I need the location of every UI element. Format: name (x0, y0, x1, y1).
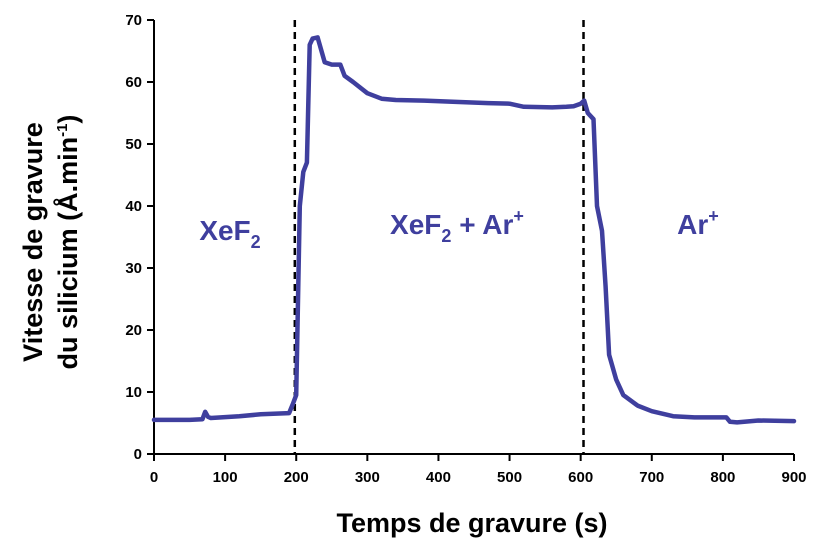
y-tick-label: 20 (125, 322, 142, 339)
region-label-ar: Ar+ (677, 206, 719, 240)
x-tick-label: 400 (426, 469, 451, 486)
region-label-xef2-sub: 2 (251, 232, 261, 252)
region-label-ar-sup: + (708, 206, 719, 226)
region-label-xef2-ar-main: XeF (390, 209, 441, 240)
region-label-xef2-ar-sup: + (513, 206, 524, 226)
x-axis-title: Temps de gravure (s) (336, 508, 607, 538)
y-axis-title: Vitesse de gravure (18, 122, 48, 362)
x-tick-label: 500 (497, 469, 522, 486)
region-label-ar-main: Ar (677, 209, 708, 240)
y-axis-title-line1: Vitesse de gravure (18, 122, 48, 362)
x-tick-label: 200 (284, 469, 309, 486)
y-tick-label: 40 (125, 198, 142, 215)
y-tick-label: 10 (125, 384, 142, 401)
y-axis-title-line2: du silicium (Å.min-1) (52, 115, 83, 370)
y-axis-title-line2-end: ) (53, 115, 83, 124)
region-label-xef2-main: XeF (199, 215, 250, 246)
region-label-xef2-ar-sub: 2 (441, 226, 451, 246)
y-tick-label: 50 (125, 136, 142, 153)
x-tick-label: 900 (781, 469, 806, 486)
y-axis-title-line2-sup: -1 (54, 124, 71, 137)
y-axis-title-line2-main: du silicium (Å.min (52, 137, 83, 370)
etch-rate-series-line (151, 35, 797, 425)
region-label-xef2-ar: XeF2 + Ar+ (390, 206, 524, 246)
x-tick-label: 100 (213, 469, 238, 486)
region-label-xef2: XeF2 (199, 215, 260, 252)
x-tick-label: 700 (639, 469, 664, 486)
y-tick-label: 0 (134, 446, 142, 463)
y-tick-label: 30 (125, 260, 142, 277)
y-axis-title-second: du silicium (Å.min-1) (52, 115, 83, 370)
x-tick-label: 800 (710, 469, 735, 486)
region-label-xef2-ar-tail: + Ar (451, 209, 513, 240)
x-tick-label: 0 (150, 469, 158, 486)
x-tick-label: 300 (355, 469, 380, 486)
x-tick-label: 600 (568, 469, 593, 486)
y-tick-label: 70 (125, 12, 142, 29)
y-tick-label: 60 (125, 74, 142, 91)
